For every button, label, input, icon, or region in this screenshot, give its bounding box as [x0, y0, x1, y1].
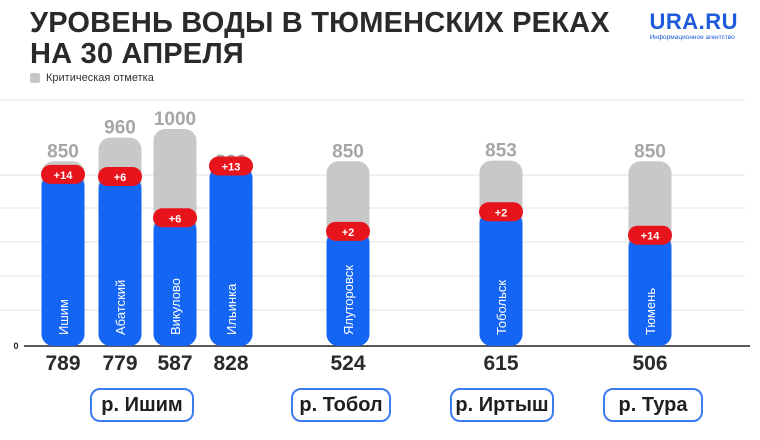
river-label-tura: р. Тура: [603, 388, 703, 422]
river-label-tura-text: р. Тура: [618, 393, 688, 416]
title-line-2: НА 30 АПРЕЛЯ: [30, 38, 244, 70]
change-badge-label: +6: [114, 172, 127, 184]
level-value-label: 506: [632, 352, 667, 375]
level-bar: [153, 217, 197, 346]
change-badge: [41, 164, 85, 184]
level-value-label: 828: [213, 352, 248, 375]
river-label-ishim: р. Ишим: [90, 388, 194, 422]
change-badge-label: +14: [641, 231, 661, 243]
y-axis-zero-label: 0: [13, 341, 18, 351]
river-label-ishim-text: р. Ишим: [101, 393, 183, 416]
level-bar: [628, 235, 672, 346]
change-badge-label: +14: [54, 170, 74, 182]
critical-value-label: 853: [485, 141, 517, 162]
logo-name: URA.RU: [649, 9, 738, 34]
change-badge-label: +13: [222, 161, 241, 173]
critical-value-label: 1000: [154, 109, 196, 130]
critical-value-label: 960: [104, 118, 136, 139]
level-bar: [209, 165, 253, 346]
level-value-label: 779: [102, 352, 137, 375]
ura-logo: URA.RU Информационное агентство: [649, 10, 738, 42]
river-label-tobol-text: р. Тобол: [299, 393, 383, 416]
change-badge: [98, 167, 142, 187]
level-value-label: 789: [45, 352, 80, 375]
level-value-label: 587: [157, 352, 192, 375]
station-name-label: Ялуторовск: [341, 265, 356, 335]
level-bar: [479, 211, 523, 346]
station-name-label: Тобольск: [494, 280, 509, 335]
station-name-label: Абатский: [113, 280, 128, 335]
level-bar: [326, 231, 370, 346]
change-badge: [479, 202, 523, 222]
change-badge: [326, 221, 370, 241]
river-label-irtysh: р. Иртыш: [450, 388, 554, 422]
river-label-tobol: р. Тобол: [291, 388, 391, 422]
legend: Критическая отметка: [30, 72, 154, 84]
change-badge: [628, 225, 672, 245]
change-badge: [153, 208, 197, 228]
logo-subtitle: Информационное агентство: [649, 34, 735, 41]
level-bar: [98, 176, 142, 346]
change-badge-label: +2: [342, 227, 355, 239]
station-name-label: Ишим: [56, 299, 71, 335]
level-value-label: 615: [483, 352, 518, 375]
change-badge-label: +6: [169, 213, 182, 225]
change-badge-label: +2: [495, 207, 508, 219]
critical-value-label: 850: [634, 141, 666, 162]
station-name-label: Ильинка: [224, 283, 239, 335]
level-bar: [41, 174, 85, 346]
chart-title: УРОВЕНЬ ВОДЫ В ТЮМЕНСКИХ РЕКАХ НА 30 АПР…: [30, 8, 610, 70]
legend-critical-label: Критическая отметка: [46, 72, 154, 84]
title-line-1: УРОВЕНЬ ВОДЫ В ТЮМЕНСКИХ РЕКАХ: [30, 7, 610, 39]
level-value-label: 524: [330, 352, 365, 375]
legend-critical-swatch: [30, 73, 40, 83]
change-badge: [209, 156, 253, 176]
critical-value-label: 850: [47, 141, 79, 162]
station-name-label: Тюмень: [643, 288, 658, 335]
critical-value-label: 850: [332, 141, 364, 162]
river-label-irtysh-text: р. Иртыш: [455, 393, 549, 416]
station-name-label: Викулово: [168, 278, 183, 335]
